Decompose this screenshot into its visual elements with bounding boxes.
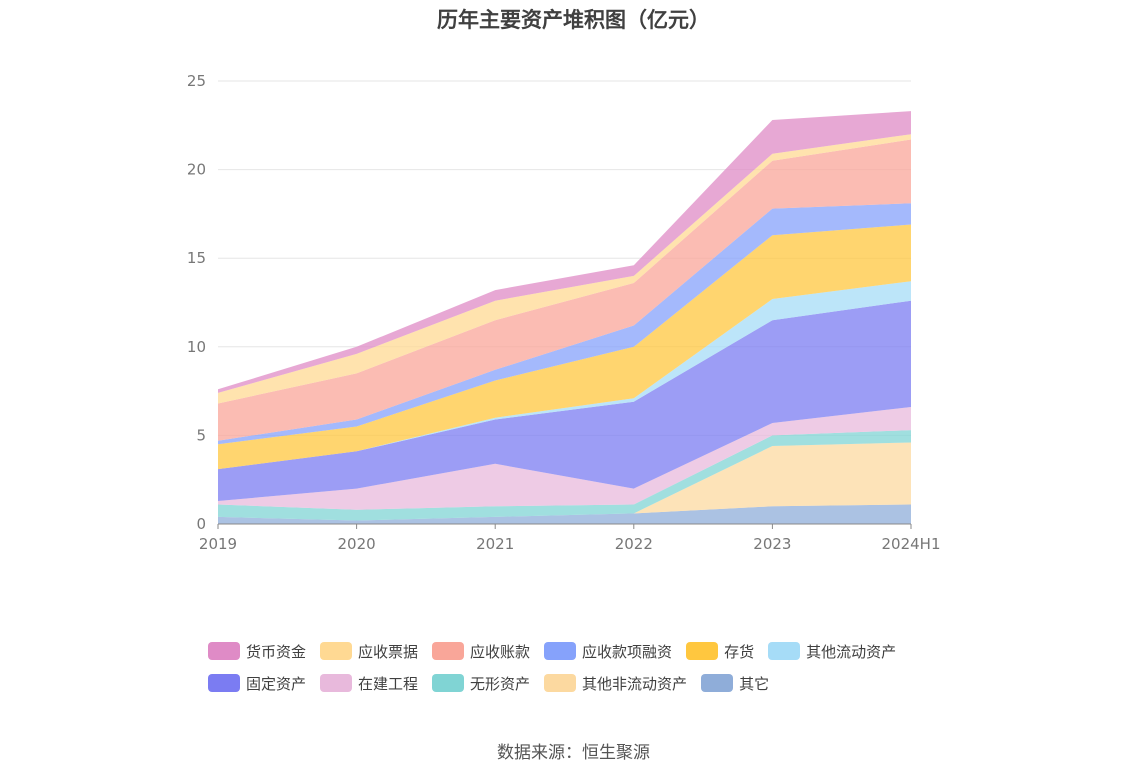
- legend-swatch: [544, 674, 577, 692]
- legend-swatch: [320, 642, 353, 660]
- legend-item[interactable]: 固定资产: [208, 672, 306, 694]
- legend-label: 其他流动资产: [806, 642, 897, 661]
- legend-label: 固定资产: [246, 674, 307, 693]
- area-应收票据: [218, 134, 911, 404]
- legend-label: 应收款项融资: [582, 642, 673, 661]
- legend-swatch: [686, 642, 719, 660]
- y-tick-label: 15: [187, 249, 206, 267]
- legend-swatch: [432, 674, 465, 692]
- area-无形资产: [218, 430, 911, 521]
- legend-row: 固定资产 在建工程 无形资产 其他非流动资产 其它: [208, 672, 968, 694]
- area-series: [218, 111, 911, 524]
- y-tick-label: 20: [187, 161, 206, 179]
- x-tick-label: 2020: [338, 535, 376, 553]
- x-tick-label: 2022: [615, 535, 653, 553]
- chart-title: 历年主要资产堆积图（亿元）: [437, 8, 710, 32]
- axes: 0 5 10 15 20 25 2019 2020 2021 2022 2023 2024H1: [187, 72, 941, 553]
- x-tick-label: 2024H1: [882, 535, 941, 553]
- legend-label: 在建工程: [358, 674, 419, 693]
- area-其它: [218, 504, 911, 524]
- legend: 货币资金 应收票据 应收账款 应收款项融资 存货 其他流动资产固定资产 在建工程 无形资产 其他…: [208, 640, 968, 704]
- y-tick-label: 25: [187, 72, 206, 90]
- legend-item[interactable]: 在建工程: [320, 672, 418, 694]
- legend-item[interactable]: 货币资金: [208, 640, 306, 662]
- legend-label: 应收票据: [358, 642, 419, 661]
- stacked-area-chart: 0 5 10 15 20 25 2019 2020 2021 2022 2023 2024H1: [187, 72, 941, 553]
- legend-label: 存货: [724, 642, 755, 661]
- legend-swatch: [768, 642, 801, 660]
- legend-label: 其它: [739, 674, 770, 693]
- legend-swatch: [208, 642, 240, 660]
- area-存货: [218, 224, 911, 470]
- legend-item[interactable]: 无形资产: [432, 672, 530, 694]
- area-其他流动资产: [218, 281, 911, 470]
- legend-item[interactable]: 应收账款: [432, 640, 530, 662]
- area-在建工程: [218, 407, 911, 510]
- y-tick-label: 0: [196, 515, 206, 533]
- legend-swatch: [544, 642, 577, 660]
- area-应收款项融资: [218, 203, 911, 445]
- x-tick-label: 2023: [753, 535, 791, 553]
- legend-item[interactable]: 其他非流动资产: [544, 672, 687, 694]
- legend-row: 货币资金 应收票据 应收账款 应收款项融资 存货 其他流动资产: [208, 640, 968, 662]
- legend-swatch: [432, 642, 465, 660]
- legend-swatch: [320, 674, 353, 692]
- x-tick-label: 2021: [476, 535, 514, 553]
- legend-item[interactable]: 应收款项融资: [544, 640, 672, 662]
- area-固定资产: [218, 300, 911, 501]
- legend-swatch: [208, 674, 240, 692]
- data-source-note: 数据来源：恒生聚源: [497, 743, 650, 763]
- legend-label: 其他非流动资产: [582, 674, 688, 693]
- legend-label: 应收账款: [470, 642, 531, 661]
- legend-item[interactable]: 应收票据: [320, 640, 418, 662]
- legend-item[interactable]: 其他流动资产: [768, 640, 896, 662]
- y-tick-label: 5: [196, 426, 206, 444]
- legend-label: 货币资金: [246, 642, 307, 661]
- legend-swatch: [701, 674, 734, 692]
- area-货币资金: [218, 111, 911, 393]
- legend-item[interactable]: 存货: [686, 640, 754, 662]
- legend-label: 无形资产: [470, 674, 531, 693]
- area-应收账款: [218, 139, 911, 441]
- x-tick-label: 2019: [199, 535, 237, 553]
- y-tick-label: 10: [187, 338, 206, 356]
- area-其他非流动资产: [218, 442, 911, 521]
- legend-item[interactable]: 其它: [701, 672, 769, 694]
